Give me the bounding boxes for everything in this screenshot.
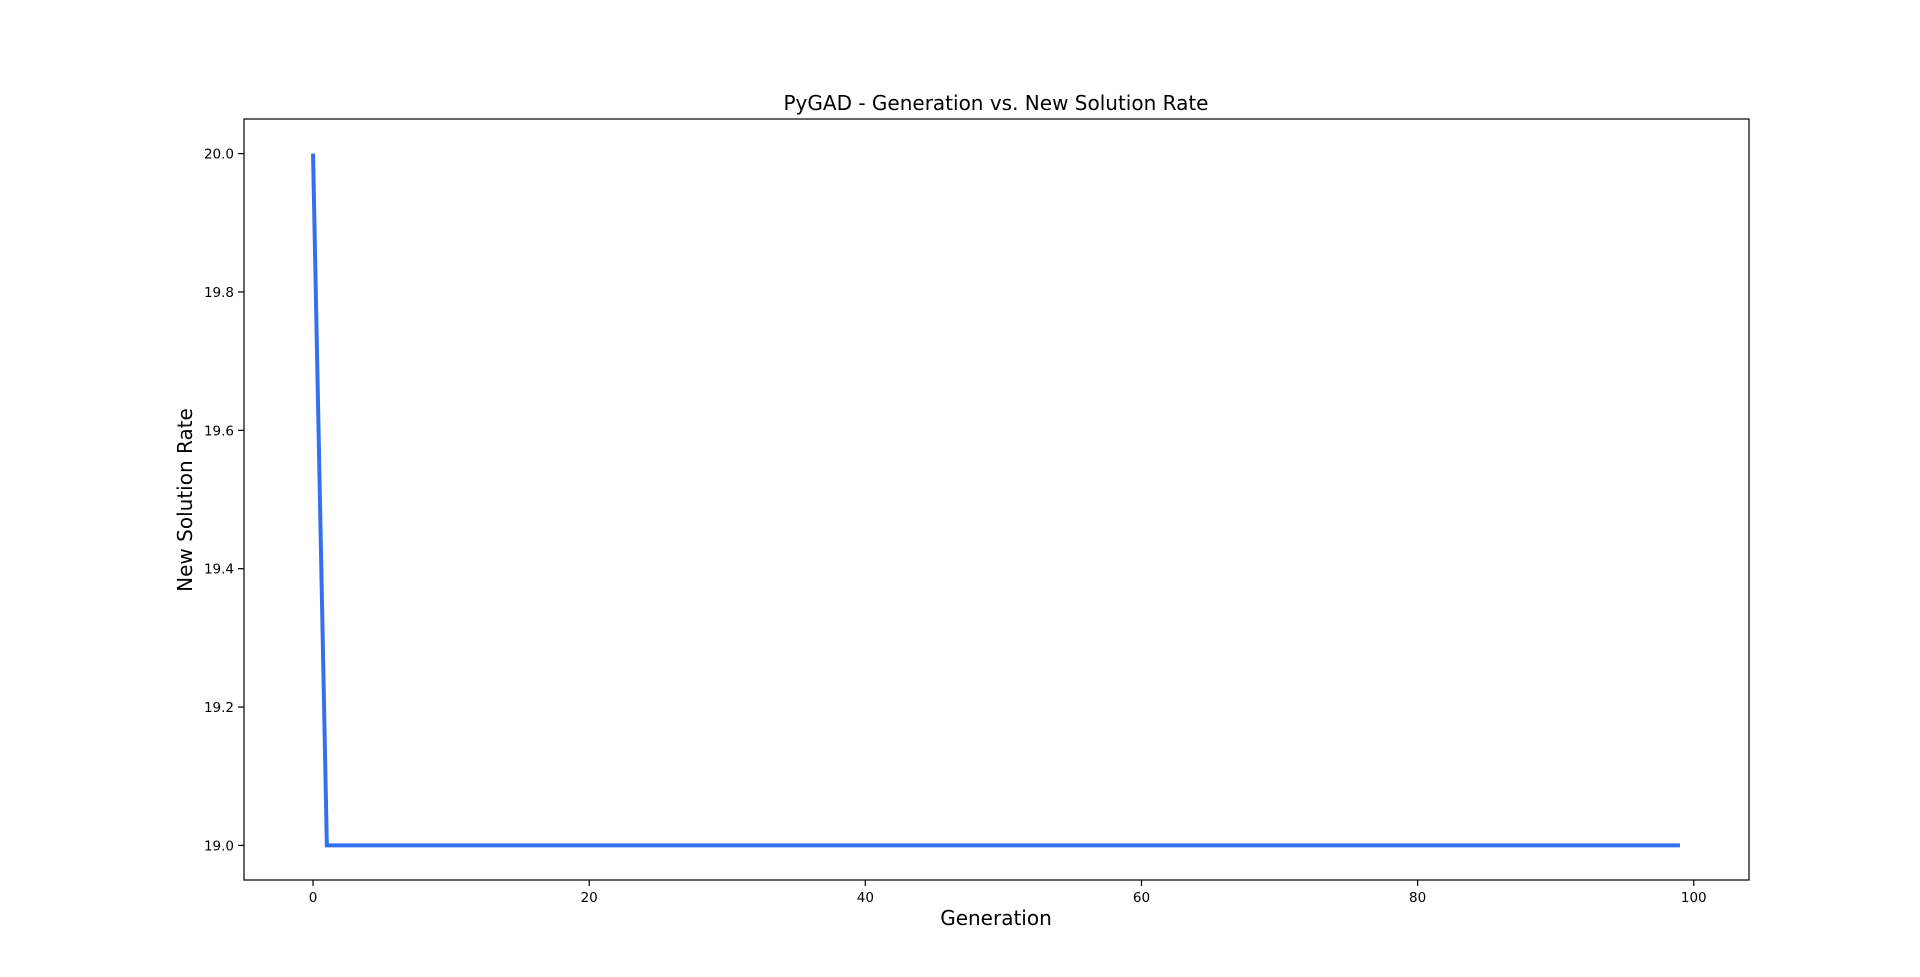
y-tick-label: 19.8 [204,285,234,301]
y-axis-label: New Solution Rate [173,408,197,592]
chart-title: PyGAD - Generation vs. New Solution Rate [784,91,1209,115]
x-axis-ticks: 0 20 40 60 80 100 [309,880,1707,906]
x-tick-label: 20 [581,890,598,906]
x-axis-label: Generation [940,906,1052,930]
y-tick-label: 19.0 [204,838,234,854]
y-axis-ticks: 19.0 19.2 19.4 19.6 19.8 20.0 [204,147,244,854]
y-tick-label: 19.2 [204,700,234,716]
y-tick-label: 20.0 [204,147,234,163]
y-tick-label: 19.6 [204,423,234,439]
plot-area-frame [243,118,1750,881]
x-tick-label: 60 [1133,890,1150,906]
x-tick-label: 40 [857,890,874,906]
x-tick-label: 80 [1409,890,1426,906]
x-tick-label: 0 [309,890,318,906]
x-tick-label: 100 [1681,890,1707,906]
series-line [311,153,1680,848]
y-tick-label: 19.4 [204,562,234,578]
